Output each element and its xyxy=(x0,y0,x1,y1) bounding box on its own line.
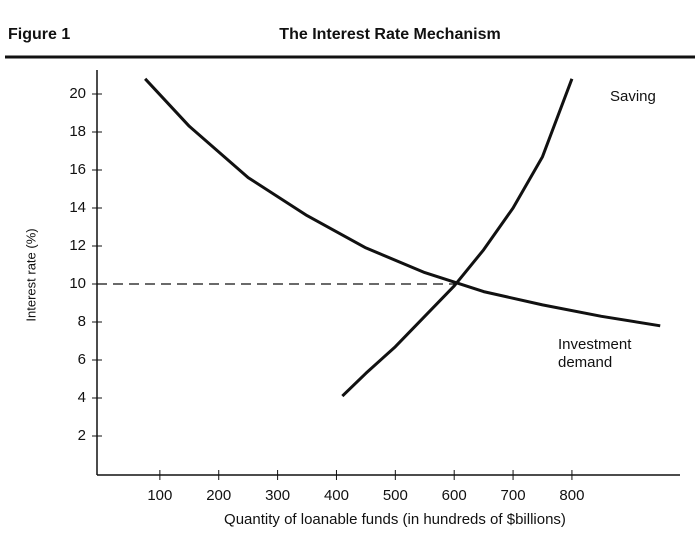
y-tick-label: 20 xyxy=(69,85,86,102)
series-line xyxy=(341,78,574,398)
y-tick-label: 6 xyxy=(78,351,86,368)
figure-label: Figure 1 xyxy=(8,26,70,43)
y-tick-label: 4 xyxy=(78,389,86,406)
y-tick-label: 14 xyxy=(69,199,86,216)
y-tick-label: 16 xyxy=(69,161,86,178)
y-axis-label: Interest rate (%) xyxy=(23,228,38,321)
x-tick-label: 400 xyxy=(324,487,349,504)
series-label: Investment demand xyxy=(558,336,632,371)
y-tick-label: 2 xyxy=(78,427,86,444)
x-tick-label: 800 xyxy=(559,487,584,504)
y-tick-label: 12 xyxy=(69,237,86,254)
series-line xyxy=(144,77,661,328)
x-tick-label: 300 xyxy=(265,487,290,504)
x-axis-label: Quantity of loanable funds (in hundreds … xyxy=(224,511,566,528)
y-tick-label: 18 xyxy=(69,123,86,140)
x-tick-label: 500 xyxy=(383,487,408,504)
y-tick-label: 10 xyxy=(69,275,86,292)
y-tick-label: 8 xyxy=(78,313,86,330)
series-label: Saving xyxy=(610,88,656,105)
x-tick-label: 100 xyxy=(147,487,172,504)
chart-title: The Interest Rate Mechanism xyxy=(279,26,500,43)
x-tick-label: 700 xyxy=(501,487,526,504)
series-label-box: Investment demand xyxy=(558,336,632,371)
x-tick-label: 600 xyxy=(442,487,467,504)
x-tick-label: 200 xyxy=(206,487,231,504)
